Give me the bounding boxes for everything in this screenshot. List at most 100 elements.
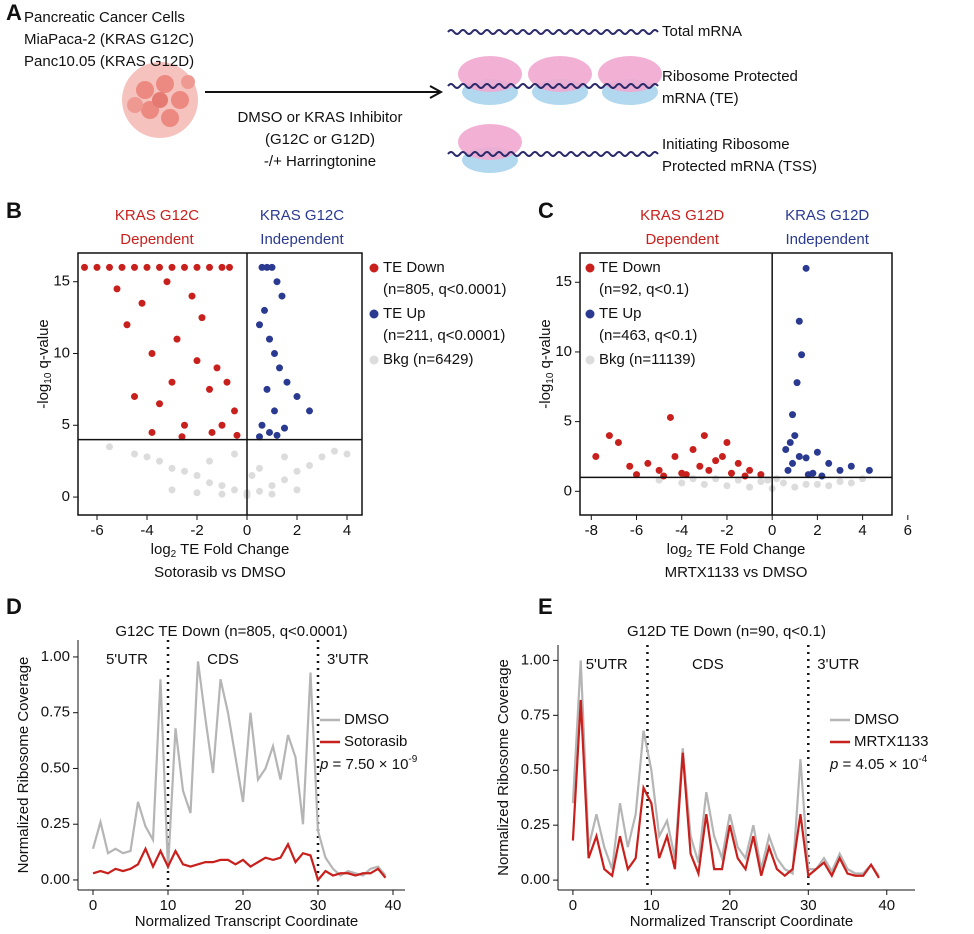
arrow-head <box>429 85 444 99</box>
region-label: CDS <box>207 651 239 668</box>
point <box>795 452 803 460</box>
point <box>263 263 271 271</box>
label-part: log <box>667 541 687 558</box>
point <box>271 349 278 357</box>
point <box>268 263 276 271</box>
point <box>123 321 131 329</box>
point <box>258 421 266 429</box>
point <box>218 421 226 429</box>
x-tick-label: -4 <box>140 522 153 539</box>
x-tick-label: -8 <box>585 522 598 539</box>
x-tick-label: 10 <box>643 897 660 914</box>
point <box>206 479 213 487</box>
y-tick-label: 0.25 <box>41 815 70 832</box>
point <box>193 472 201 480</box>
legend-label: TE Down <box>383 259 445 276</box>
point <box>633 471 641 479</box>
point <box>231 486 238 494</box>
panel-label: A <box>6 0 22 25</box>
point <box>757 478 765 486</box>
point <box>757 471 765 479</box>
panel-label: B <box>6 198 22 223</box>
output-label: Total mRNA <box>662 23 742 40</box>
point <box>782 446 790 453</box>
point <box>818 472 826 480</box>
y-tick-label: 0 <box>62 488 70 505</box>
cell-cluster <box>122 62 198 138</box>
ribosome-large <box>458 56 522 92</box>
point <box>276 364 283 372</box>
point <box>614 439 622 447</box>
point <box>223 378 231 386</box>
label-part: -log <box>35 384 52 409</box>
label-part: 2 <box>171 549 177 560</box>
label-part: 10 <box>545 372 556 384</box>
x-tick-label: 6 <box>904 522 912 539</box>
point <box>93 263 101 271</box>
y-tick-label: 0.00 <box>521 871 550 888</box>
x-tick-label: 40 <box>878 897 895 914</box>
x-tick-label: 20 <box>721 897 738 914</box>
point <box>689 446 697 453</box>
point <box>248 472 256 480</box>
point <box>256 433 263 441</box>
group-header: KRAS G12D <box>640 207 724 224</box>
point <box>206 385 213 393</box>
x-tick-label: 0 <box>243 522 251 539</box>
y-tick-label: 10 <box>53 344 70 361</box>
x-axis-label: MRTX1133 vs DMSO <box>665 564 808 581</box>
point <box>723 439 731 447</box>
x-tick-label: -2 <box>720 522 733 539</box>
legend-label: TE Up <box>599 305 642 322</box>
point <box>268 482 276 490</box>
point <box>836 466 844 474</box>
point <box>655 476 663 484</box>
legend-swatch <box>585 309 595 319</box>
mrna <box>447 83 659 89</box>
x-tick-label: 0 <box>768 522 776 539</box>
series-line <box>571 660 880 877</box>
region-label: CDS <box>692 656 724 673</box>
x-tick-label: 2 <box>813 522 821 539</box>
point <box>802 454 810 462</box>
point <box>266 335 273 343</box>
point <box>306 407 313 415</box>
legend-swatch <box>585 263 595 273</box>
x-tick-label: 0 <box>89 897 97 914</box>
legend-swatch <box>369 355 379 365</box>
point <box>193 357 201 365</box>
point <box>263 385 271 393</box>
point <box>682 471 690 479</box>
point <box>813 480 821 488</box>
plot-frame <box>77 252 363 516</box>
point <box>696 462 704 470</box>
point <box>734 459 742 467</box>
y-tick-label: 15 <box>53 273 70 290</box>
chart-title: G12D TE Down (n=90, q<0.1) <box>627 623 826 640</box>
point <box>206 263 213 271</box>
point <box>208 428 216 436</box>
label-part: -9 <box>408 754 417 765</box>
legend-detail: (n=805, q<0.0001) <box>383 281 506 298</box>
group-header: KRAS G12C <box>260 207 344 224</box>
ribosome-large <box>528 56 592 92</box>
x-tick-label: 40 <box>385 897 402 914</box>
point <box>605 432 613 440</box>
point <box>271 407 278 415</box>
y-axis-label: Normalized Ribosome Coverage <box>15 657 32 874</box>
y-tick-label: 0.00 <box>41 871 70 888</box>
ribosome-large <box>458 124 522 160</box>
point <box>689 475 697 483</box>
region-label: 3'UTR <box>817 656 859 673</box>
point <box>193 263 201 271</box>
series-line <box>92 841 387 883</box>
y-tick-label: 0.50 <box>41 759 70 776</box>
point <box>700 432 708 440</box>
point <box>163 278 171 286</box>
point <box>741 472 749 480</box>
point <box>81 263 88 271</box>
cells-title: Pancreatic Cancer Cells <box>24 9 185 26</box>
axis-label: -log10 q-value <box>35 319 54 409</box>
point <box>859 475 867 483</box>
